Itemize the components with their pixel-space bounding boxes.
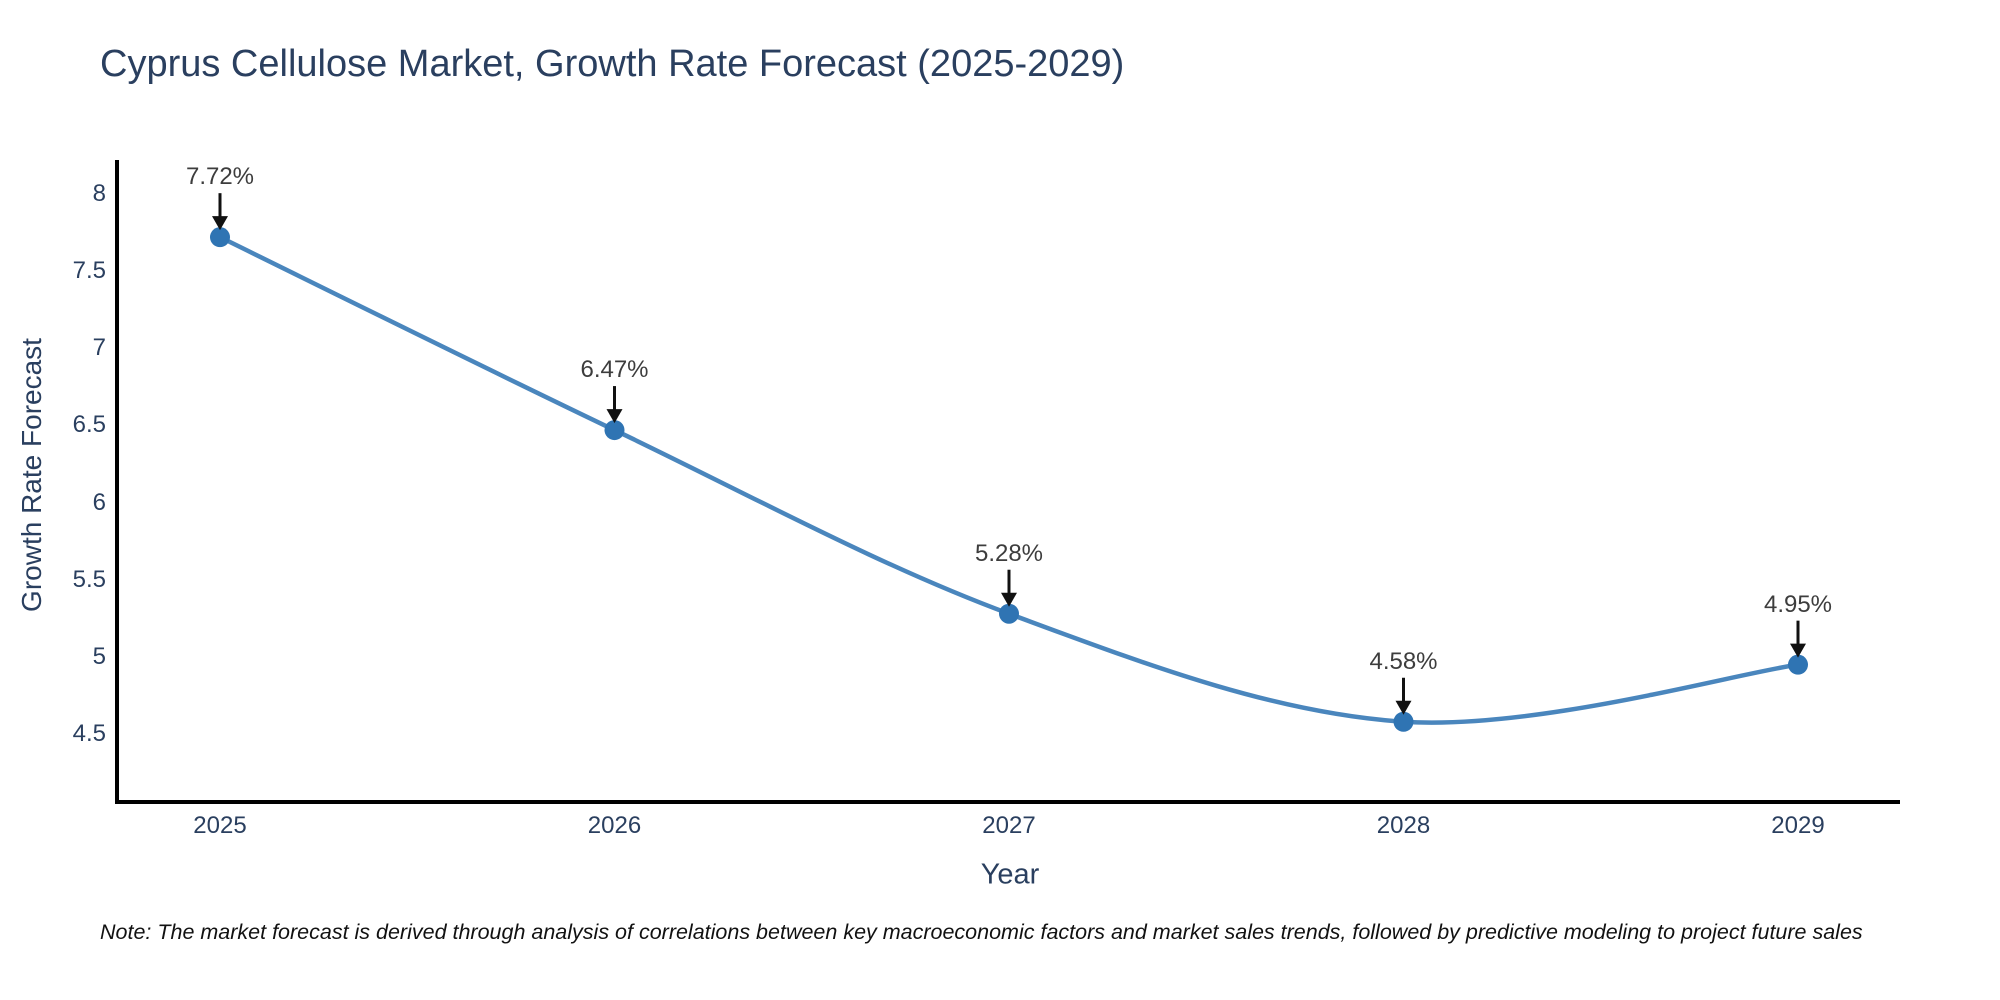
x-tick-label: 2026 [587, 812, 642, 839]
annotation-arrow-head [212, 216, 228, 231]
point-value-label: 4.58% [1369, 647, 1438, 675]
annotation-arrow-head [1001, 592, 1017, 607]
data-point-marker [1788, 654, 1808, 675]
point-value-label: 6.47% [580, 356, 649, 384]
y-tick-label: 4.5 [72, 720, 106, 748]
x-tick-label: 2029 [1771, 812, 1825, 839]
x-tick-label: 2025 [193, 812, 247, 839]
x-axis-title: Year [980, 858, 1040, 891]
annotation-arrow-head [606, 409, 623, 424]
x-tick-label: 2027 [982, 812, 1036, 839]
y-tick-label: 5.5 [72, 565, 106, 593]
y-tick-label: 7 [92, 334, 106, 362]
point-value-label: 7.72% [185, 163, 255, 191]
chart-title: Cyprus Cellulose Market, Growth Rate For… [100, 43, 1125, 85]
data-point-marker [604, 420, 625, 441]
point-value-label: 4.95% [1763, 590, 1833, 618]
footnote: Note: The market forecast is derived thr… [100, 920, 1863, 944]
y-tick-label: 8 [92, 179, 106, 207]
annotation-arrow-head [1790, 643, 1806, 658]
data-point-marker [210, 227, 230, 248]
y-tick-label: 6 [92, 488, 106, 516]
data-point-marker [999, 603, 1019, 624]
forecast-line [219, 235, 1799, 725]
axis-lines [115, 160, 1900, 804]
y-tick-label: 6.5 [72, 411, 106, 439]
point-value-label: 5.28% [974, 539, 1044, 567]
y-tick-label: 5 [92, 642, 106, 670]
annotation-arrow-head [1395, 700, 1412, 715]
data-point-marker [1393, 711, 1414, 732]
y-tick-label: 7.5 [72, 257, 106, 285]
x-tick-label: 2028 [1376, 812, 1431, 839]
